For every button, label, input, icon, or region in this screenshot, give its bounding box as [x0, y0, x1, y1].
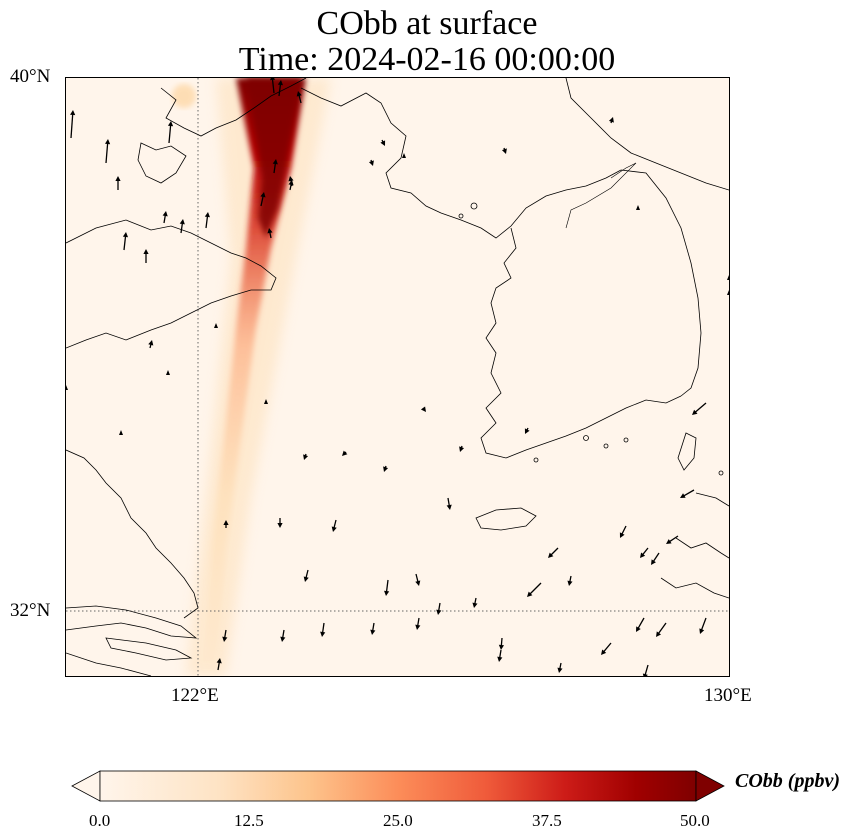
wind-arrow-icon: [501, 147, 507, 154]
wind-arrow-icon: [548, 547, 559, 558]
lat-tick-label: 40°N: [10, 66, 51, 87]
wind-arrow-icon: [727, 275, 729, 280]
wind-arrow-icon: [280, 629, 286, 642]
lon-tick-label: 130°E: [704, 685, 752, 706]
wind-arrow-icon: [167, 121, 174, 144]
wind-arrow-icon: [148, 340, 154, 349]
wind-arrow-icon: [380, 139, 386, 146]
wind-arrow-icon: [527, 582, 542, 597]
wind-arrow-icon: [370, 622, 376, 635]
wind-arrow-icon: [436, 602, 442, 615]
wind-arrow-icon: [223, 520, 229, 528]
wind-arrow-icon: [115, 176, 121, 190]
wind-arrow-icon: [303, 569, 309, 582]
wind-arrow-icon: [331, 519, 337, 532]
wind-arrow-icon: [179, 219, 185, 234]
wind-arrow-icon: [692, 402, 707, 415]
wind-arrow-icon: [277, 80, 283, 97]
wind-arrow-icon: [680, 489, 695, 498]
wind-arrow-icon: [214, 323, 218, 328]
lat-tick-label: 32°N: [10, 600, 51, 621]
colorbar-tick-label: 50.0: [680, 811, 710, 830]
wind-arrow-icon: [567, 575, 573, 586]
wind-arrow-icon: [459, 445, 465, 452]
wind-arrow-icon: [666, 535, 679, 544]
wind-arrow-icon: [320, 622, 326, 637]
wind-arrow-icon: [656, 622, 667, 637]
wind-arrow-icon: [119, 430, 123, 435]
colorbar-extend-high: [695, 770, 725, 802]
wind-arrow-icon: [70, 110, 76, 139]
wind-arrow-icon: [66, 385, 68, 390]
wind-arrow-icon: [524, 427, 530, 434]
wind-arrow-icon: [162, 211, 168, 224]
map-title: CObb at surface: [316, 5, 538, 42]
wind-arrow-icon: [368, 159, 374, 166]
wind-arrow-icon: [415, 617, 421, 630]
wind-arrow-icon: [636, 617, 645, 632]
wind-arrow-icon: [222, 629, 228, 642]
wind-arrow-icon: [204, 212, 210, 229]
wind-arrow-icon: [727, 290, 729, 295]
wind-arrow-icon: [640, 547, 649, 558]
wind-arrow-icon: [122, 232, 129, 251]
wind-arrow-icon: [296, 91, 302, 104]
wind-arrow-icon: [601, 642, 612, 655]
wind-arrow-icon: [497, 649, 503, 662]
colorbar-body: [99, 770, 697, 802]
colorbar-title: CObb (ppbv): [735, 770, 840, 792]
wind-arrow-icon: [608, 117, 614, 124]
wind-arrow-icon: [383, 465, 389, 472]
wind-arrow-icon: [260, 192, 266, 207]
wind-arrow-icon: [415, 573, 421, 586]
wind-arrow-icon: [104, 139, 111, 164]
map-time: Time: 2024-02-16 00:00:00: [238, 41, 616, 78]
wind-arrow-icon: [699, 617, 707, 634]
colorbar-tick-label: 37.5: [532, 811, 562, 830]
lon-tick-label: 122°E: [171, 685, 219, 706]
wind-arrow-icon: [402, 153, 406, 158]
wind-arrow-icon: [166, 370, 170, 375]
wind-arrow-icon: [642, 664, 649, 676]
wind-arrow-icon: [264, 399, 268, 404]
map-panel[interactable]: [65, 77, 730, 677]
wind-arrow-icon: [277, 518, 283, 528]
wind-arrow-icon: [216, 658, 222, 671]
wind-arrow-icon: [267, 228, 273, 239]
border-line: [565, 162, 637, 229]
small-emission-patch: [172, 84, 196, 108]
wind-arrow-icon: [651, 552, 660, 565]
wind-arrow-icon: [420, 406, 426, 412]
colorbar-tick-label: 12.5: [234, 811, 264, 830]
wind-arrow-icon: [303, 453, 309, 460]
wind-vectors: [66, 78, 729, 676]
wind-arrow-icon: [498, 637, 505, 650]
plume-core: [204, 78, 306, 676]
wind-arrow-icon: [143, 249, 149, 263]
wind-arrow-icon: [384, 579, 390, 596]
wind-arrow-icon: [472, 597, 478, 608]
wind-arrow-icon: [557, 662, 563, 673]
wind-arrow-icon: [288, 176, 294, 187]
wind-arrow-icon: [342, 450, 348, 456]
colorbar-tick-label: 0.0: [89, 811, 111, 830]
colorbar-tick-label: 25.0: [383, 811, 413, 830]
wind-arrow-icon: [619, 525, 627, 538]
plume-hotspot: [246, 78, 301, 238]
wind-arrow-icon: [272, 159, 278, 174]
wind-arrow-icon: [446, 497, 452, 510]
wind-arrow-icon: [636, 205, 640, 210]
map-canvas: [66, 78, 729, 676]
coastlines: [66, 78, 729, 676]
wind-arrow-icon: [269, 78, 276, 94]
colorbar: [71, 770, 725, 802]
colorbar-extend-low: [71, 770, 101, 802]
